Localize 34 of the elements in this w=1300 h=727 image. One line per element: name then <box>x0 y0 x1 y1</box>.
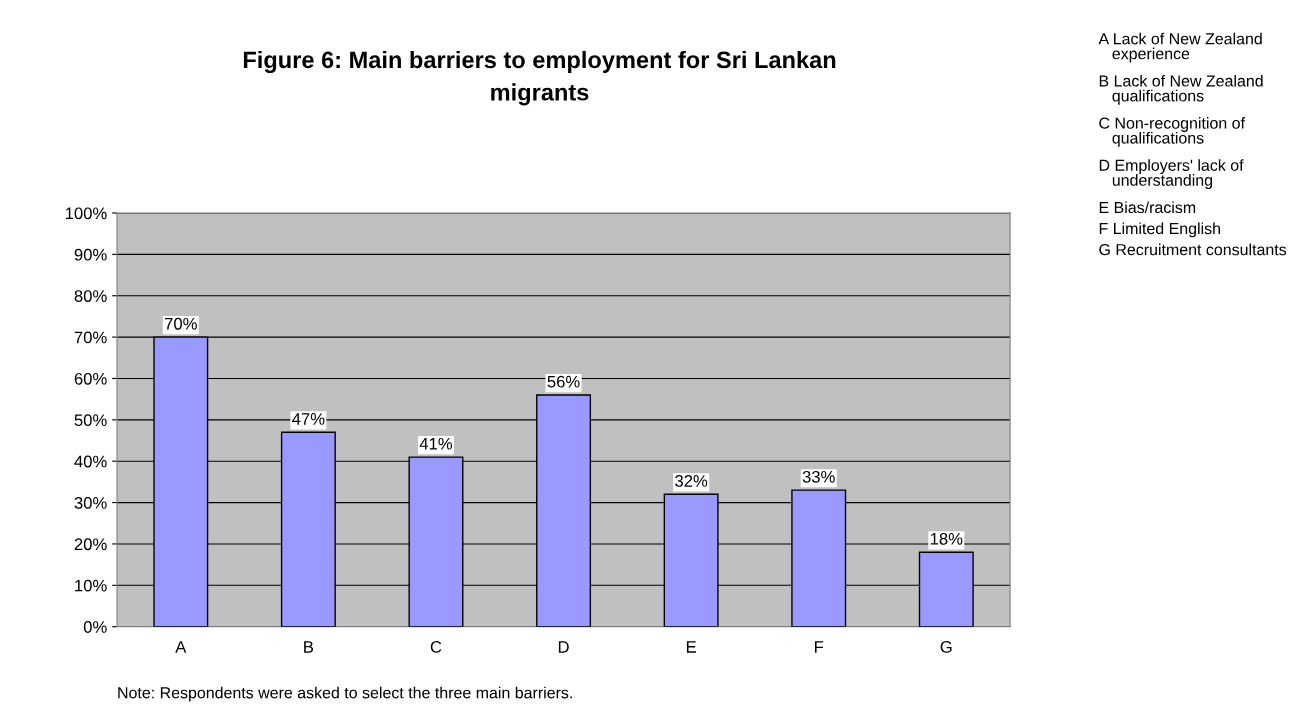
y-tick-label: 50% <box>74 414 107 427</box>
chart-title: Figure 6: Main barriers to employment for Sri Lankan migrants <box>243 50 836 106</box>
data-label: 47% <box>292 413 325 425</box>
x-tick-label: E <box>686 641 696 653</box>
data-label: 32% <box>675 475 708 487</box>
x-tick-label: D <box>558 641 569 653</box>
y-tick-label: 100% <box>65 207 107 220</box>
x-tick-label: B <box>304 641 314 653</box>
text: E Bias/racism <box>1099 201 1196 214</box>
y-tick-label: 90% <box>74 248 107 261</box>
y-tick-label: 0% <box>83 621 107 633</box>
data-label: 18% <box>930 532 963 545</box>
y-tick-label: 10% <box>75 579 107 592</box>
data-label: 33% <box>802 470 835 483</box>
x-tick-label: C <box>430 641 442 653</box>
y-tick-label: 30% <box>74 496 107 509</box>
y-tick-label: 70% <box>74 331 107 344</box>
x-tick-label: A <box>175 641 187 653</box>
text: C Non-recognition of qualifications <box>1099 117 1246 147</box>
x-tick-label: F <box>815 641 824 653</box>
x-tick-label: G <box>940 641 952 653</box>
text: D Employers' lack of understanding <box>1099 159 1244 189</box>
text: G Recruitment consultants <box>1099 243 1287 256</box>
text: Note: Respondents were asked to select the three main barriers. <box>118 686 572 702</box>
y-tick-label: 80% <box>74 290 107 302</box>
text: F Limited English <box>1099 222 1220 238</box>
data-label: 70% <box>164 317 197 330</box>
data-label: 56% <box>547 375 580 388</box>
y-tick-label: 60% <box>74 372 107 385</box>
text: A Lack of New Zealand experience <box>1098 32 1262 63</box>
y-tick-label: 20% <box>74 538 107 551</box>
text: B Lack of New Zealand qualifications <box>1099 74 1263 105</box>
data-label: 41% <box>419 437 453 450</box>
y-tick-label: 40% <box>74 455 107 468</box>
